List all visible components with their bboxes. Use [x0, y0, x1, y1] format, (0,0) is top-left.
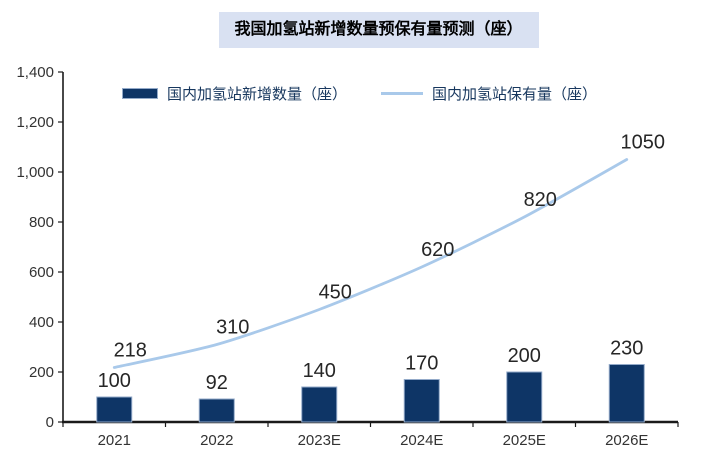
- y-tick-label: 200: [29, 364, 54, 381]
- line-data-label: 1050: [621, 132, 666, 154]
- bar: [506, 371, 543, 423]
- bar-data-label: 140: [303, 360, 336, 382]
- line-series-swatch-icon: [381, 92, 423, 95]
- y-tick-label: 800: [29, 214, 54, 231]
- line-data-label: 218: [114, 340, 147, 362]
- x-tick-label: 2023E: [298, 432, 341, 449]
- legend-label: 国内加氢站保有量（座）: [432, 86, 598, 103]
- line-data-label: 310: [216, 317, 249, 339]
- y-tick-label: 1,000: [16, 164, 54, 181]
- x-tick-label: 2024E: [400, 432, 443, 449]
- line-data-label: 450: [319, 282, 352, 304]
- bar-data-label: 92: [206, 372, 228, 394]
- y-tick-label: 400: [29, 314, 54, 331]
- bar-data-label: 170: [405, 353, 438, 375]
- x-tick-label: 2025E: [503, 432, 546, 449]
- legend-item-bar-series: 国内加氢站新增数量（座）: [121, 83, 347, 104]
- bar: [301, 386, 338, 423]
- y-tick-label: 600: [29, 264, 54, 281]
- x-tick-label: 2026E: [605, 432, 648, 449]
- bar: [198, 398, 235, 423]
- line-data-label: 820: [524, 189, 557, 211]
- legend: 国内加氢站新增数量（座） 国内加氢站保有量（座）: [0, 83, 719, 104]
- bar: [96, 396, 133, 423]
- y-tick-label: 1,400: [16, 64, 54, 81]
- x-tick-label: 2021: [98, 432, 131, 449]
- bar-data-label: 230: [610, 338, 643, 360]
- line-data-label: 620: [421, 239, 454, 261]
- legend-item-line-series: 国内加氢站保有量（座）: [381, 83, 597, 104]
- y-tick-label: 1,200: [16, 114, 54, 131]
- bar-series-swatch-icon: [121, 88, 158, 99]
- bar: [403, 379, 440, 423]
- x-tick-label: 2022: [200, 432, 233, 449]
- bar-data-label: 100: [98, 370, 131, 392]
- legend-label: 国内加氢站新增数量（座）: [166, 86, 347, 103]
- chart-title: 我国加氢站新增数量预保有量预测（座）: [218, 12, 539, 48]
- bar-data-label: 200: [508, 345, 541, 367]
- y-tick-label: 0: [46, 414, 54, 431]
- line-series-path: [112, 158, 629, 369]
- bar: [608, 364, 645, 423]
